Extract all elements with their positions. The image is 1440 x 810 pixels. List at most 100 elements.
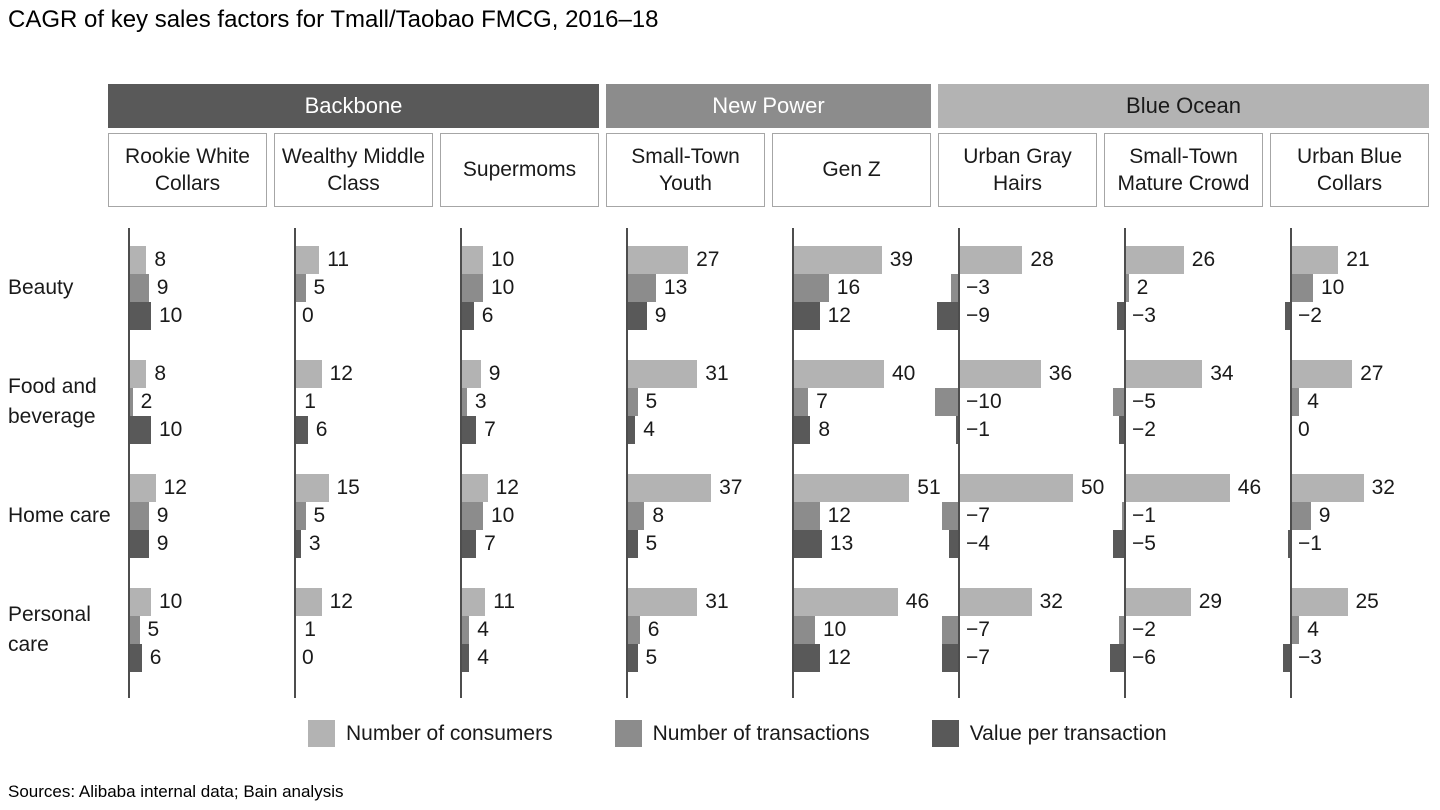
bar-value-label: 32 — [1039, 590, 1063, 613]
bar-number-of-transactions — [792, 274, 829, 302]
segment-box-urban-gray-hairs: Urban Gray Hairs — [938, 133, 1097, 207]
bar-value-per-transaction — [128, 302, 151, 330]
bar-value-label: 2 — [1136, 276, 1149, 299]
plot-area: 8 9 10 8 2 10 12 9 9 10 5 6 11 5 0 12 1 6 15 5 3 12 1 0 10 10 6 9 3 7… — [108, 228, 1440, 698]
bar-value-label: 5 — [645, 646, 658, 669]
bar-number-of-consumers — [1290, 246, 1339, 274]
group-band-backbone: Backbone — [108, 84, 599, 128]
bar-value-label: 10 — [823, 618, 847, 641]
bar-value-label: 12 — [329, 362, 353, 385]
bar-value-label: 4 — [477, 618, 489, 641]
bar-value-per-transaction — [792, 644, 820, 672]
bar-value-per-transaction — [792, 530, 822, 558]
bar-number-of-consumers — [294, 474, 329, 502]
bar-value-label: 12 — [827, 504, 851, 527]
bar-number-of-transactions — [460, 388, 467, 416]
axis-line — [1124, 228, 1126, 698]
bar-number-of-consumers — [792, 246, 882, 274]
bar-value-label: 34 — [1210, 362, 1234, 385]
bar-number-of-consumers — [294, 588, 322, 616]
bar-value-label: −5 — [1132, 532, 1156, 555]
bar-number-of-transactions — [626, 502, 645, 530]
bar-value-label: 40 — [892, 362, 916, 385]
bar-value-label: 27 — [1360, 362, 1384, 385]
bar-value-label: 9 — [654, 304, 667, 327]
bar-value-label: 9 — [156, 504, 169, 527]
bar-value-per-transaction — [792, 302, 820, 330]
bar-number-of-consumers — [460, 474, 488, 502]
row-label-food-and-beverage: Food and beverage — [8, 375, 97, 428]
bar-value-label: 46 — [1237, 476, 1262, 499]
bar-value-label: 9 — [156, 532, 169, 555]
bar-value-label: 1 — [304, 390, 316, 413]
segment-header-row: Rookie White Collars Wealthy Middle Class… — [108, 133, 1438, 207]
bar-value-label: −3 — [1132, 304, 1156, 327]
bar-number-of-transactions — [1124, 274, 1129, 302]
bar-number-of-transactions — [128, 274, 149, 302]
bar-number-of-transactions — [460, 502, 483, 530]
bar-value-label: 3 — [474, 390, 487, 413]
bar-value-label: 6 — [647, 618, 660, 641]
bar-value-label: −2 — [1132, 618, 1156, 641]
bar-value-per-transaction — [626, 302, 647, 330]
bar-number-of-transactions — [941, 502, 958, 530]
bar-value-per-transaction — [128, 530, 149, 558]
bar-value-label: 3 — [308, 532, 321, 555]
bar-value-label: 9 — [1318, 504, 1331, 527]
segment-box-small-town-youth: Small-Town Youth — [606, 133, 765, 207]
bar-value-label: 31 — [705, 362, 729, 385]
bar-value-label: 39 — [889, 248, 914, 271]
bar-value-per-transaction — [937, 302, 958, 330]
bar-value-label: 31 — [705, 590, 729, 613]
bar-value-label: −7 — [966, 504, 990, 527]
axis-line — [128, 228, 130, 698]
bar-value-label: −2 — [1298, 304, 1322, 327]
bar-value-label: −6 — [1132, 646, 1156, 669]
bar-number-of-transactions — [460, 616, 470, 644]
legend-swatch — [308, 720, 335, 747]
bar-value-label: −9 — [966, 304, 990, 327]
bar-number-of-transactions — [1290, 274, 1313, 302]
bar-number-of-transactions — [792, 616, 815, 644]
bar-number-of-transactions — [1119, 616, 1124, 644]
bar-value-label: 5 — [313, 276, 326, 299]
bar-value-label: 6 — [149, 646, 162, 669]
bar-number-of-consumers — [1290, 588, 1348, 616]
bar-number-of-transactions — [128, 502, 149, 530]
bar-number-of-consumers — [626, 588, 698, 616]
legend-item-number-of-transactions: Number of transactions — [614, 720, 870, 747]
bar-value-label: 10 — [1321, 276, 1345, 299]
bar-value-per-transaction — [460, 644, 470, 672]
bar-number-of-transactions — [792, 388, 809, 416]
bar-value-per-transaction — [948, 530, 958, 558]
legend-label: Number of consumers — [346, 721, 553, 745]
bar-value-per-transaction — [460, 530, 477, 558]
bar-value-label: 36 — [1048, 362, 1073, 385]
bar-value-label: −2 — [1132, 418, 1156, 441]
bar-value-label: 5 — [645, 390, 658, 413]
row-label-personal-care: Personal care — [8, 603, 91, 656]
bar-value-per-transaction — [294, 416, 308, 444]
bar-number-of-consumers — [460, 360, 481, 388]
bar-number-of-consumers — [128, 474, 156, 502]
bar-value-label: −1 — [966, 418, 990, 441]
bar-value-per-transaction — [1283, 644, 1290, 672]
bar-value-label: 7 — [816, 390, 828, 413]
bar-number-of-consumers — [626, 360, 698, 388]
bar-number-of-transactions — [128, 616, 140, 644]
bar-value-label: 50 — [1081, 476, 1105, 499]
column-supermoms: 10 10 6 9 3 7 12 10 7 11 4 4 — [440, 228, 606, 698]
chart-header: Backbone New Power Blue Ocean Rookie White… — [108, 84, 1438, 207]
row-label-home-care: Home care — [8, 504, 111, 528]
bar-value-label: 10 — [159, 418, 183, 441]
group-header-row: Backbone New Power Blue Ocean — [108, 84, 1438, 128]
bar-value-label: −10 — [966, 390, 1002, 413]
bar-number-of-consumers — [958, 474, 1073, 502]
bar-value-label: 6 — [315, 418, 328, 441]
bar-number-of-transactions — [1112, 388, 1124, 416]
bar-number-of-consumers — [128, 246, 147, 274]
bar-number-of-transactions — [1290, 388, 1300, 416]
bar-value-label: 27 — [696, 248, 720, 271]
bar-value-per-transaction — [626, 644, 638, 672]
bar-value-label: −4 — [966, 532, 990, 555]
